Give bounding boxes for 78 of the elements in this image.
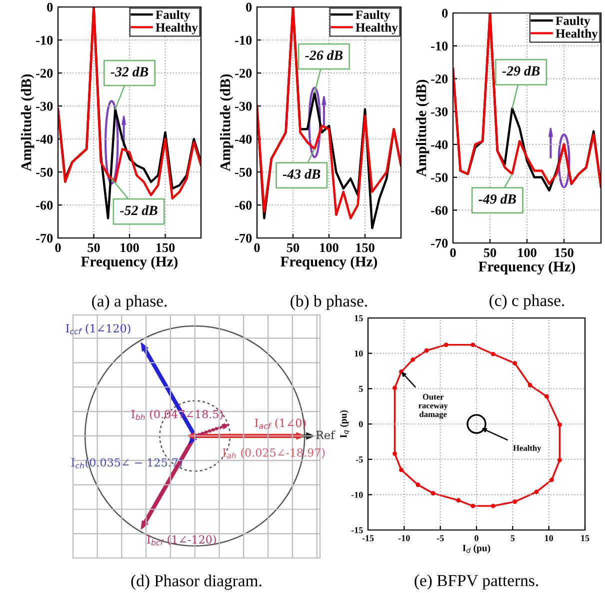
y-tick-label: 0 xyxy=(246,2,252,12)
y-tick-label: -60 xyxy=(235,200,252,210)
y-tick-label: -40 xyxy=(36,134,53,144)
y-tick-label: 0 xyxy=(442,8,448,18)
y-tick-label: -15 xyxy=(351,527,363,534)
annotation: -26 dB xyxy=(305,50,343,60)
y-tick-label: 10 xyxy=(354,350,363,357)
text: (e) BFPV patterns. xyxy=(414,574,538,590)
x-tick-label: 50 xyxy=(484,248,496,258)
x-tick-label: 150 xyxy=(356,243,374,252)
annotation: -49 dB xyxy=(478,194,516,204)
x-tick-label: 100 xyxy=(120,243,139,252)
x-tick-label: 0 xyxy=(55,243,61,252)
x-tick-label: 50 xyxy=(88,243,100,252)
legend-label: Faulty xyxy=(156,10,190,22)
y-tick-label: -50 xyxy=(431,173,448,182)
y-tick-label: -40 xyxy=(235,134,252,144)
x-tick-label: 15 xyxy=(581,535,590,542)
x-tick-label: 150 xyxy=(555,248,574,258)
x-axis-title: Frequency (Hz) xyxy=(478,261,576,274)
x-tick-label: -10 xyxy=(398,535,410,542)
y-tick-label: -20 xyxy=(36,68,53,78)
x-tick-label: 10 xyxy=(545,535,554,542)
y-tick-label: -10 xyxy=(351,492,363,498)
y-axis-title: I$_{q}$ (pu) xyxy=(340,410,350,438)
y-tick-label: -30 xyxy=(36,102,53,111)
text: (d) Phasor diagram. xyxy=(131,574,262,590)
y-tick-label: 0 xyxy=(358,421,363,428)
y-axis-title: Amplitude (dB) xyxy=(220,74,234,172)
x-axis-title: Frequency (Hz) xyxy=(81,256,178,270)
text: Ref xyxy=(316,430,336,440)
annotation: -43 dB xyxy=(282,169,320,179)
x-tick-label: 0 xyxy=(254,243,260,252)
annotation: Healthy xyxy=(513,444,542,453)
annotation: -32 dB xyxy=(110,66,148,76)
y-axis-title: Amplitude (dB) xyxy=(20,74,34,172)
x-axis-title: I$_{d}$ (pu) xyxy=(462,544,490,554)
x-tick-label: 5 xyxy=(510,535,515,542)
y-tick-label: 5 xyxy=(358,386,363,392)
y-tick-label: 0 xyxy=(47,2,53,12)
x-tick-label: 0 xyxy=(474,535,478,542)
x-tick-label: 100 xyxy=(320,243,338,252)
y-tick-label: -10 xyxy=(235,36,252,45)
x-tick-label: 150 xyxy=(156,243,175,252)
annotation: -29 dB xyxy=(502,66,540,76)
y-tick-label: -20 xyxy=(431,74,448,84)
y-tick-label: -50 xyxy=(235,168,252,177)
legend-label: Healthy xyxy=(156,22,198,34)
x-tick-label: 50 xyxy=(286,243,300,252)
text: (c) c phase. xyxy=(490,294,564,310)
annotation: Outer raceway damage xyxy=(418,394,448,419)
text: I$_{bcf}$ (1∠-120) xyxy=(147,535,216,546)
y-axis-title: Amplitude (dB) xyxy=(416,80,430,177)
text: (b) b phase. xyxy=(290,294,368,310)
y-tick-label: -50 xyxy=(36,168,53,177)
x-axis-title: Frequency (Hz) xyxy=(280,256,378,270)
y-tick-label: -70 xyxy=(36,234,53,243)
legend-label: Faulty xyxy=(356,10,390,22)
annotation: -52 dB xyxy=(120,205,158,216)
y-tick-label: -60 xyxy=(431,206,448,215)
y-tick-label: -30 xyxy=(431,107,448,116)
legend-label: Faulty xyxy=(556,16,590,28)
x-tick-label: 0 xyxy=(450,248,456,258)
y-tick-label: -30 xyxy=(235,102,252,111)
legend-label: Healthy xyxy=(356,22,398,34)
y-tick-label: -20 xyxy=(235,68,252,78)
y-tick-label: -10 xyxy=(431,42,448,51)
y-tick-label: -40 xyxy=(431,140,448,150)
legend-label: Healthy xyxy=(556,28,598,40)
y-tick-label: -70 xyxy=(235,234,252,243)
text: I$_{ccf}$ (1∠120) xyxy=(66,324,130,334)
text: (a) a phase. xyxy=(92,294,167,310)
y-tick-label: -5 xyxy=(356,456,363,463)
y-tick-label: 15 xyxy=(354,315,363,322)
y-tick-label: -70 xyxy=(431,238,448,248)
y-tick-label: -10 xyxy=(36,36,53,45)
y-tick-label: -60 xyxy=(36,200,53,210)
x-tick-label: 100 xyxy=(518,248,536,258)
